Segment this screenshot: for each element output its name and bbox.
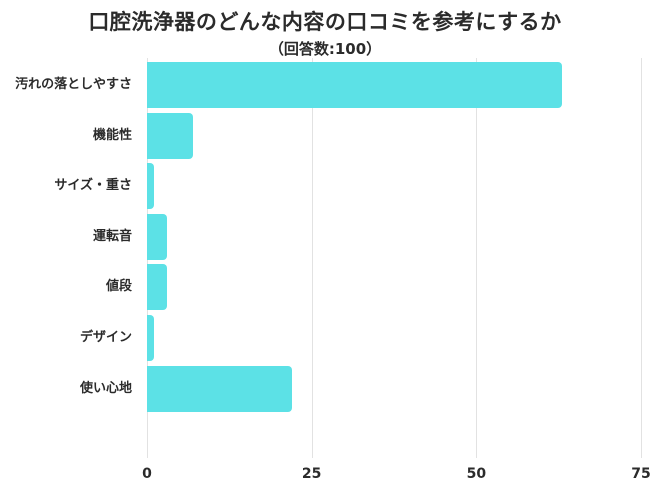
category-label: サイズ・重さ [54, 178, 132, 194]
bar [147, 112, 194, 159]
category-label: デザイン [79, 330, 132, 345]
category-label: 値段 [105, 279, 132, 295]
bar [147, 62, 562, 108]
bar [147, 213, 167, 260]
category-label: 機能性 [92, 127, 132, 143]
chart-title: 口腔洗浄器のどんな内容の口コミを参考にするか [88, 10, 562, 34]
bar [147, 365, 292, 412]
x-tick-label: 50 [466, 466, 487, 482]
bar [147, 264, 167, 311]
chart-subtitle: （回答数:100） [268, 40, 382, 58]
category-label: 運転音 [92, 228, 132, 244]
category-label: 汚れの落としやすさ [15, 77, 132, 92]
gridline [311, 58, 313, 458]
gridline [476, 58, 478, 458]
bar [147, 315, 154, 361]
plot-area [147, 58, 642, 458]
x-tick-label: 75 [631, 466, 650, 482]
gridline [641, 58, 642, 458]
bar [147, 163, 154, 210]
x-tick-label: 0 [142, 466, 152, 482]
x-tick-label: 25 [301, 466, 322, 482]
category-label: 使い心地 [79, 380, 132, 396]
